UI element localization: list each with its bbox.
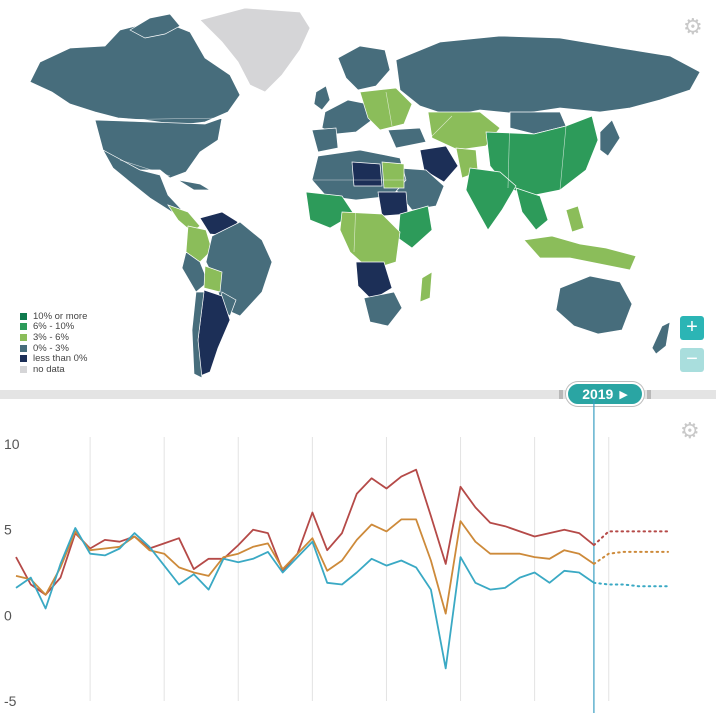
legend-label: less than 0% xyxy=(33,353,88,365)
southern-africa-region[interactable] xyxy=(363,291,403,327)
new-zealand-region[interactable] xyxy=(651,321,671,355)
series-lines[interactable] xyxy=(15,468,669,670)
iberia-region[interactable] xyxy=(311,127,339,153)
legend-swatch xyxy=(20,312,27,320)
russia-region[interactable] xyxy=(395,35,701,117)
map-legend: 10% or more 6% - 10% 3% - 6% 0% - 3% less th… xyxy=(20,311,87,375)
legend-label: 6% - 10% xyxy=(33,321,75,333)
zoom-in-button[interactable]: + xyxy=(680,316,704,340)
world-map[interactable] xyxy=(0,0,716,390)
y-tick-label: -5 xyxy=(4,693,17,709)
legend-swatch xyxy=(20,333,27,341)
growth-line-chart[interactable]: 10 5 0 -5 xyxy=(0,399,716,713)
map-settings-gear-icon[interactable]: ⚙ xyxy=(683,14,703,39)
series-projection-0[interactable] xyxy=(592,530,669,547)
legend-label: no data xyxy=(33,363,65,375)
world-map-panel[interactable]: 10% or more 6% - 10% 3% - 6% 0% - 3% less th… xyxy=(0,0,716,390)
chart-settings-gear-icon[interactable]: ⚙ xyxy=(680,418,700,443)
bolivia-region[interactable] xyxy=(203,265,223,293)
scandinavia-region[interactable] xyxy=(337,45,391,91)
series-line-1[interactable] xyxy=(15,518,595,615)
arctic-islands-region[interactable] xyxy=(129,13,181,39)
slider-grip-right[interactable] xyxy=(647,390,651,399)
australia-region[interactable] xyxy=(555,275,633,335)
canada-region[interactable] xyxy=(29,19,241,126)
legend-item: 10% or more xyxy=(20,311,87,322)
central-africa-region[interactable] xyxy=(339,211,401,271)
peru-region[interactable] xyxy=(181,251,209,293)
series-line-0[interactable] xyxy=(15,468,595,596)
japan-region[interactable] xyxy=(599,119,621,157)
legend-swatch xyxy=(20,365,27,373)
legend-label: 10% or more xyxy=(33,310,88,322)
y-tick-label: 0 xyxy=(4,607,12,623)
legend-swatch xyxy=(20,323,27,331)
panel-divider xyxy=(0,390,716,399)
series-projection-2[interactable] xyxy=(592,581,669,588)
y-axis-ticks: 10 5 0 -5 xyxy=(4,436,20,709)
legend-label: 0% - 3% xyxy=(33,342,69,354)
year-slider-button[interactable]: 2019 ▶ xyxy=(566,382,644,406)
uk-region[interactable] xyxy=(313,85,331,111)
legend-item: 3% - 6% xyxy=(20,332,87,343)
angola-region[interactable] xyxy=(355,261,393,301)
egypt-region[interactable] xyxy=(381,161,405,189)
legend-label: 3% - 6% xyxy=(33,331,69,343)
y-tick-label: 10 xyxy=(4,436,20,452)
greenland-region[interactable] xyxy=(199,7,311,93)
kazakhstan-region[interactable] xyxy=(427,111,501,151)
madagascar-region[interactable] xyxy=(419,271,433,303)
legend-item: no data xyxy=(20,364,87,375)
series-projection-1[interactable] xyxy=(592,550,669,565)
se-asia-region[interactable] xyxy=(515,187,549,231)
vertical-gridlines xyxy=(89,437,610,701)
legend-item: 6% - 10% xyxy=(20,321,87,333)
sudan-region[interactable] xyxy=(377,191,409,217)
eastern-europe-region[interactable] xyxy=(359,87,413,131)
india-region[interactable] xyxy=(465,167,517,231)
philippines-region[interactable] xyxy=(565,205,585,233)
colombia-region[interactable] xyxy=(185,225,213,263)
caribbean-region[interactable] xyxy=(177,179,212,191)
turkey-region[interactable] xyxy=(387,127,427,149)
y-tick-label: 5 xyxy=(4,522,12,538)
series-line-2[interactable] xyxy=(15,527,595,670)
libya-region[interactable] xyxy=(351,161,383,187)
chile-region[interactable] xyxy=(191,291,205,379)
play-icon: ▶ xyxy=(619,388,628,401)
legend-item: 0% - 3% xyxy=(20,343,87,354)
slider-grip-left[interactable] xyxy=(559,390,563,399)
legend-item: less than 0% xyxy=(20,353,87,364)
zoom-out-button[interactable]: − xyxy=(680,348,704,372)
indonesia-region[interactable] xyxy=(523,235,637,271)
legend-swatch xyxy=(20,355,27,363)
legend-swatch xyxy=(20,344,27,352)
year-label: 2019 xyxy=(582,386,614,402)
